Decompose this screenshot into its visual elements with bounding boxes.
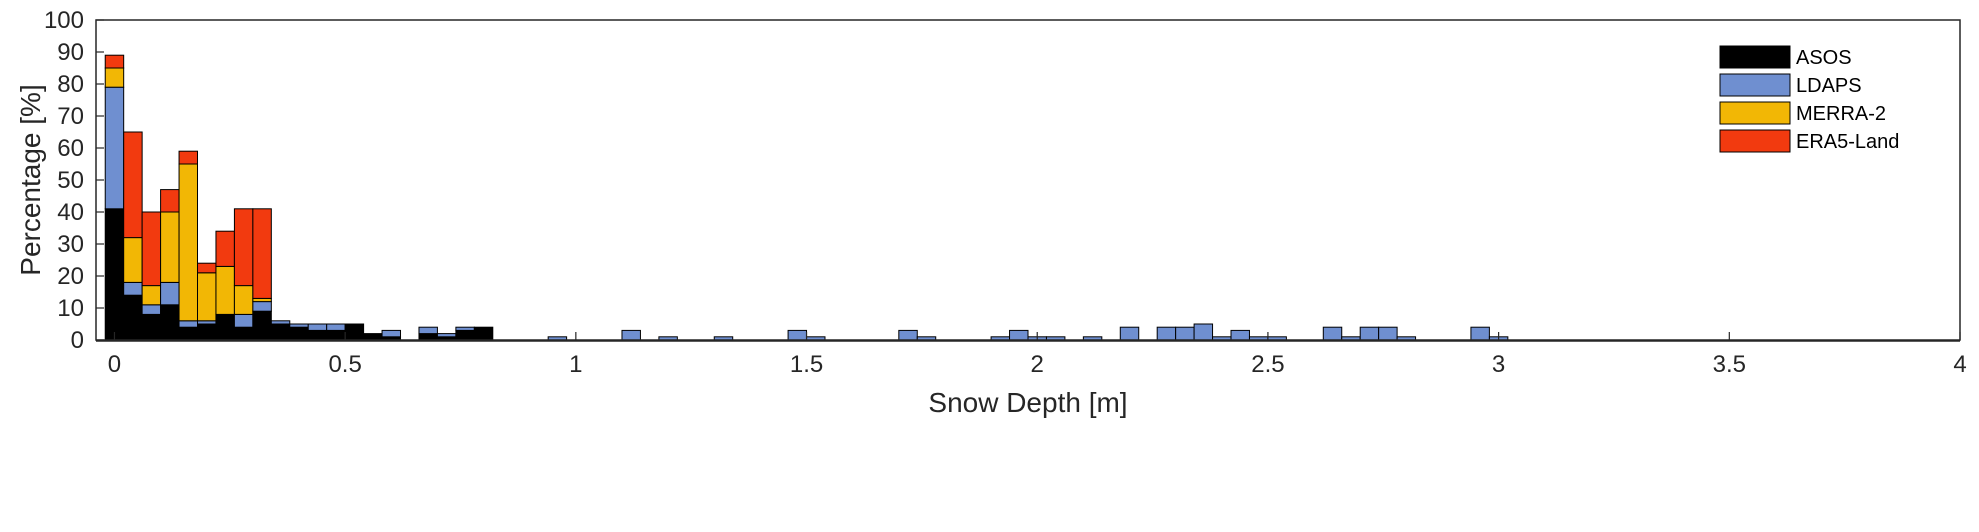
- bar-asos-6: [215, 313, 235, 341]
- bar-era5-land-4: [178, 150, 199, 165]
- bar-era5-land-5: [197, 262, 217, 274]
- bar-ldaps-19: [455, 326, 475, 331]
- bar-asos-7: [233, 326, 254, 341]
- bar-era5-land-8: [252, 208, 272, 299]
- bar-era5-land-1: [123, 131, 143, 239]
- y-tick-label: 30: [57, 231, 84, 258]
- bar-asos-11: [307, 329, 328, 341]
- bar-ldaps-37: [787, 329, 808, 341]
- legend-swatch-ldaps: [1719, 73, 1791, 97]
- y-axis-label: Percentage [%]: [15, 84, 46, 275]
- bar-asos-4: [178, 326, 199, 341]
- bar-asos-10: [289, 326, 309, 341]
- bar-ldaps-68: [1359, 326, 1380, 341]
- x-axis: 0 0.5 1 1.5 2 2.5 3 3.5 4: [96, 332, 1967, 378]
- bar-asos-0: [104, 208, 125, 341]
- x-tick-label: 0: [108, 351, 121, 378]
- bar-merra-2-0: [104, 67, 125, 88]
- bar-asos-3: [160, 304, 180, 341]
- legend-label-era5-land: ERA5-Land: [1796, 131, 1899, 153]
- bar-asos-13: [344, 323, 365, 341]
- legend-label-merra-2: MERRA-2: [1796, 103, 1886, 125]
- legend-swatch-era5-land: [1719, 129, 1791, 153]
- bar-asos-20: [473, 326, 494, 341]
- bar-asos-5: [197, 323, 217, 341]
- bar-merra-2-2: [141, 285, 162, 306]
- y-tick-label: 50: [57, 167, 84, 194]
- y-tick-label: 100: [44, 7, 84, 34]
- bar-era5-land-6: [215, 230, 235, 267]
- y-tick-label: 40: [57, 199, 84, 226]
- y-tick-label: 10: [57, 295, 84, 322]
- legend-label-ldaps: LDAPS: [1796, 75, 1862, 97]
- bar-ldaps-59: [1193, 323, 1214, 341]
- bars-layer: [104, 54, 1509, 341]
- legend-swatch-merra-2: [1719, 101, 1791, 125]
- x-tick-label: 2.5: [1251, 351, 1284, 378]
- bar-ldaps-10: [289, 323, 309, 328]
- bar-asos-12: [326, 329, 346, 341]
- bar-ldaps-12: [326, 323, 346, 331]
- legend-label-asos: ASOS: [1796, 47, 1852, 69]
- bar-ldaps-66: [1322, 326, 1343, 341]
- bar-ldaps-1: [123, 281, 143, 296]
- y-tick-label: 0: [71, 327, 84, 354]
- bar-asos-17: [418, 333, 438, 341]
- bar-merra-2-7: [233, 285, 254, 315]
- bar-asos-2: [141, 313, 162, 341]
- bar-ldaps-0: [104, 86, 125, 210]
- bar-ldaps-74: [1470, 326, 1490, 341]
- bar-asos-8: [252, 310, 272, 341]
- bar-merra-2-1: [123, 237, 143, 283]
- bar-asos-1: [123, 294, 143, 341]
- x-tick-label: 4: [1953, 351, 1966, 378]
- bar-merra-2-6: [215, 265, 235, 315]
- bar-ldaps-55: [1119, 326, 1140, 341]
- x-tick-label: 3: [1492, 351, 1505, 378]
- bar-asos-14: [363, 333, 383, 341]
- legend: ASOS LDAPS MERRA-2 ERA5-Land: [1719, 45, 1899, 153]
- bar-ldaps-18: [436, 333, 457, 338]
- y-tick-label: 20: [57, 263, 84, 290]
- bar-ldaps-49: [1009, 329, 1029, 341]
- bar-ldaps-2: [141, 304, 162, 315]
- bar-ldaps-15: [381, 329, 402, 338]
- bar-merra-2-5: [197, 272, 217, 322]
- bar-ldaps-11: [307, 323, 328, 331]
- bar-era5-land-7: [233, 208, 254, 287]
- bar-era5-land-2: [141, 211, 162, 287]
- bar-ldaps-17: [418, 326, 438, 335]
- bar-merra-2-3: [160, 211, 180, 283]
- bar-asos-9: [270, 323, 291, 341]
- plot-frame: [95, 19, 1961, 341]
- bar-ldaps-7: [233, 313, 254, 328]
- bar-era5-land-0: [104, 54, 125, 69]
- x-tick-label: 3.5: [1713, 351, 1746, 378]
- x-tick-label: 1: [569, 351, 582, 378]
- y-tick-label: 80: [57, 71, 84, 98]
- bar-ldaps-57: [1156, 326, 1177, 341]
- bar-era5-land-3: [160, 189, 180, 213]
- y-tick-label: 60: [57, 135, 84, 162]
- y-axis: 0 10 20 30 40 50 60 70 80 90 100: [44, 7, 104, 354]
- bar-ldaps-69: [1378, 326, 1398, 341]
- bar-ldaps-61: [1230, 329, 1250, 341]
- bar-merra-2-4: [178, 163, 199, 322]
- bar-ldaps-9: [270, 320, 291, 325]
- bar-ldaps-28: [621, 329, 641, 341]
- bar-ldaps-43: [898, 329, 918, 341]
- bar-ldaps-4: [178, 320, 199, 328]
- bar-asos-19: [455, 329, 475, 341]
- x-tick-label: 2: [1031, 351, 1044, 378]
- x-tick-label: 1.5: [790, 351, 823, 378]
- bar-ldaps-8: [252, 301, 272, 312]
- x-tick-label: 0.5: [328, 351, 361, 378]
- y-tick-label: 70: [57, 103, 84, 130]
- x-axis-label: Snow Depth [m]: [928, 387, 1127, 418]
- bar-ldaps-3: [160, 281, 180, 306]
- bar-ldaps-58: [1175, 326, 1195, 341]
- legend-swatch-asos: [1719, 45, 1791, 69]
- y-tick-label: 90: [57, 39, 84, 66]
